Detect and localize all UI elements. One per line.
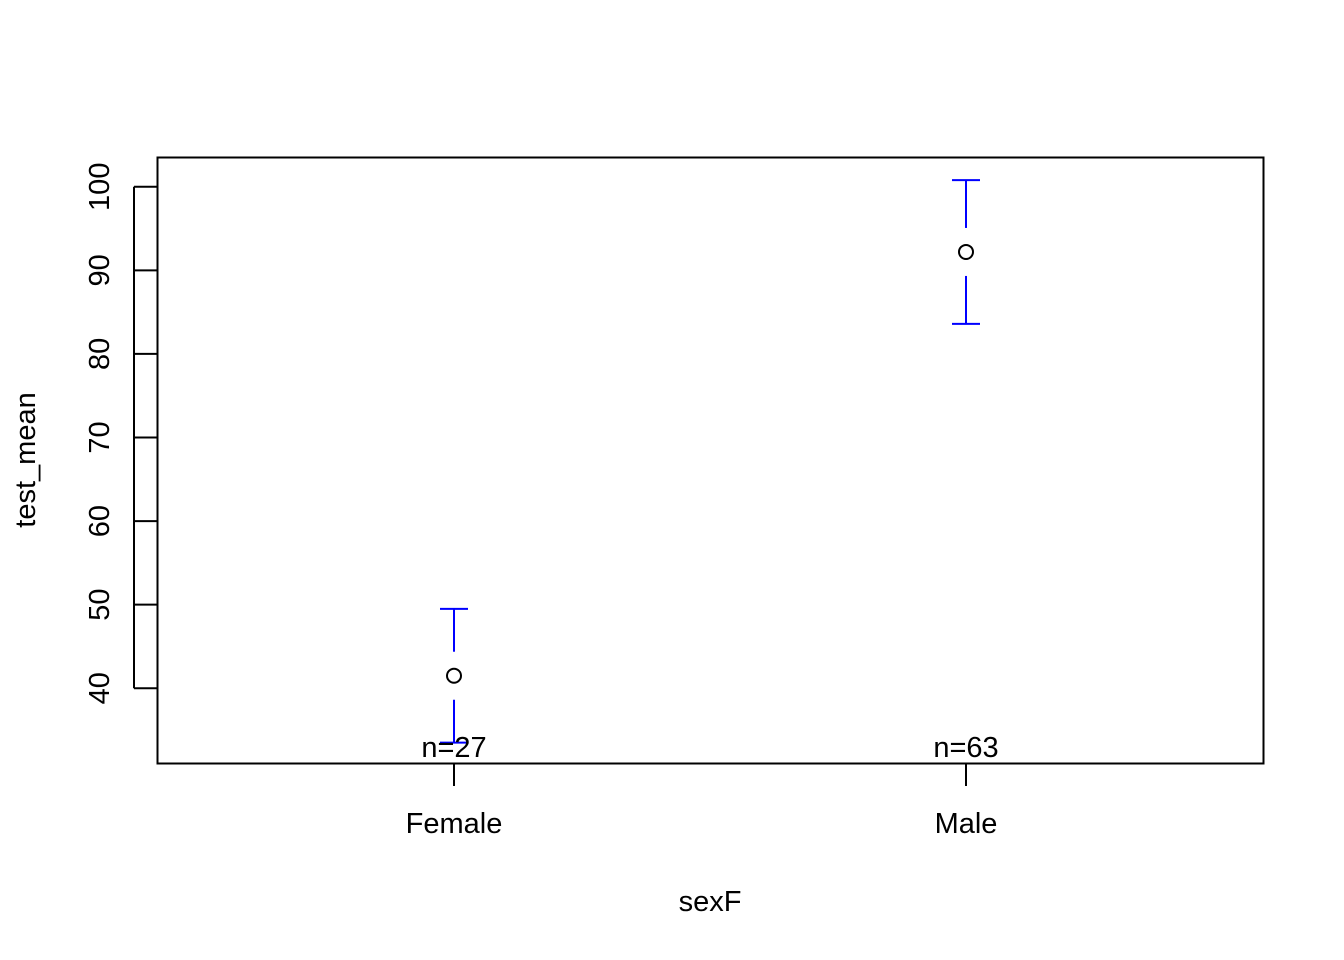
y-tick-label: 70: [84, 421, 116, 453]
mean-point: [446, 667, 462, 684]
y-axis: 40 50 60 70 80 90 100: [84, 163, 158, 704]
y-tick-label: 100: [84, 163, 116, 211]
x-axis: Female Male: [406, 763, 998, 840]
n-label: n=27: [421, 732, 486, 764]
x-tick-label: Male: [935, 808, 998, 840]
y-axis-label: test_mean: [10, 392, 42, 527]
x-axis-label: sexF: [679, 886, 742, 918]
plot-marks: n=27 n=63: [421, 179, 999, 764]
mean-point: [958, 243, 974, 260]
y-tick-label: 80: [84, 338, 116, 370]
plot-frame: [156, 156, 1265, 765]
y-tick-label: 60: [84, 505, 116, 537]
x-tick-label: Female: [406, 808, 503, 840]
n-label: n=63: [933, 732, 998, 764]
y-tick-label: 90: [84, 254, 116, 286]
y-tick-label: 40: [84, 672, 116, 704]
y-tick-label: 50: [84, 589, 116, 621]
